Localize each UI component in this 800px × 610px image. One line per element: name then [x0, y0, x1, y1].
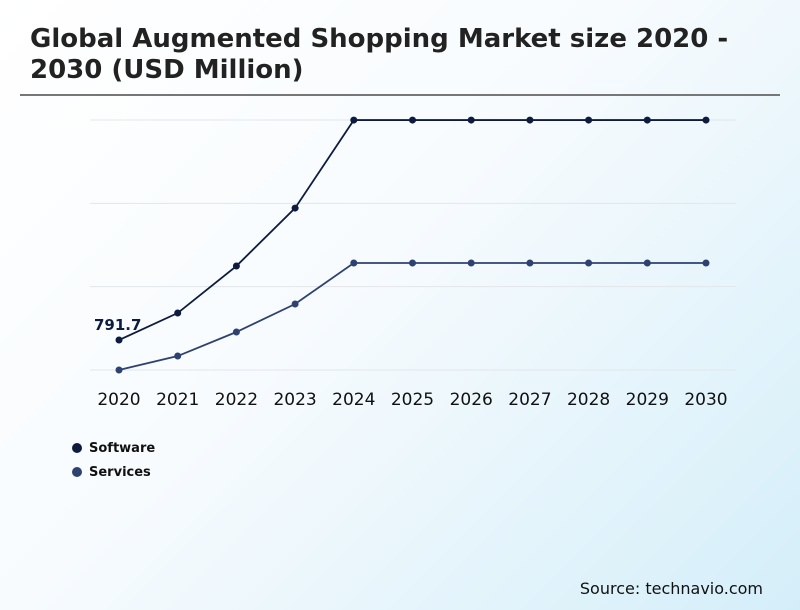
- data-point-software: [467, 116, 475, 124]
- data-point-services: [526, 259, 534, 267]
- x-tick-label: 2028: [567, 390, 610, 410]
- data-point-services: [291, 300, 299, 308]
- data-point-software: [350, 116, 358, 124]
- data-point-services: [409, 259, 416, 267]
- chart-title: Global Augmented Shopping Market size 20…: [30, 24, 729, 85]
- data-point-software: [409, 116, 416, 124]
- x-tick-label: 2021: [156, 390, 199, 410]
- legend-label: Software: [89, 440, 156, 456]
- legend: Software Services: [72, 436, 155, 484]
- legend-dot-icon: [72, 443, 82, 453]
- x-tick-label: 2024: [332, 390, 375, 410]
- x-tick-label: 2025: [391, 390, 434, 410]
- series-line-services: [118, 262, 706, 371]
- data-point-services: [232, 328, 240, 336]
- source-text: Source: technavio.com: [579, 579, 763, 598]
- data-point-software: [115, 336, 123, 344]
- data-point-software: [643, 116, 651, 124]
- legend-item-software: Software: [72, 436, 155, 460]
- legend-dot-icon: [72, 467, 82, 477]
- data-point-services: [174, 352, 182, 360]
- x-tick-label: 2027: [508, 390, 551, 410]
- legend-label: Services: [89, 464, 151, 480]
- data-point-software: [174, 309, 182, 317]
- data-point-software: [526, 116, 534, 124]
- title-divider: [20, 94, 780, 96]
- x-tick-label: 2030: [684, 390, 727, 410]
- data-label: 791.7: [94, 316, 141, 334]
- x-tick-label: 2020: [97, 390, 140, 410]
- data-point-services: [467, 259, 475, 267]
- data-point-software: [585, 116, 593, 124]
- data-point-software: [291, 204, 299, 212]
- x-tick-label: 2022: [215, 390, 258, 410]
- x-tick-label: 2023: [273, 390, 316, 410]
- x-tick-label: 2029: [626, 390, 669, 410]
- data-point-services: [643, 259, 651, 267]
- legend-item-services: Services: [72, 460, 155, 484]
- data-point-services: [115, 366, 123, 374]
- data-point-software: [232, 262, 240, 270]
- data-point-services: [585, 259, 593, 267]
- data-point-services: [702, 259, 710, 267]
- data-point-software: [702, 116, 710, 124]
- x-tick-label: 2026: [450, 390, 493, 410]
- series-line-software: [118, 119, 706, 341]
- data-point-services: [350, 259, 358, 267]
